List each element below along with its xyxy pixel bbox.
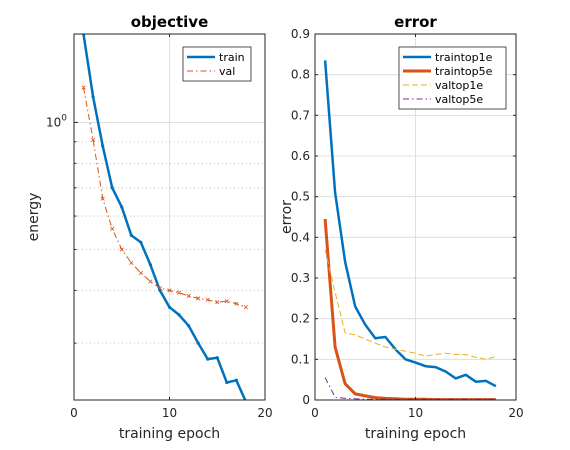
legend-label: valtop1e bbox=[435, 79, 483, 92]
data-point bbox=[206, 357, 210, 361]
data-point bbox=[167, 305, 172, 309]
series-line-valtop5e bbox=[324, 377, 496, 400]
y-tick-label: 0 bbox=[302, 393, 310, 407]
data-point bbox=[138, 270, 143, 276]
data-point bbox=[129, 260, 134, 265]
x-tick-label: 10 bbox=[408, 406, 423, 420]
series-line-valtop1e bbox=[324, 249, 497, 360]
x-tick-label: 20 bbox=[257, 406, 272, 420]
y-tick-label: 0.7 bbox=[291, 108, 310, 122]
y-tick-label: 100 bbox=[46, 113, 67, 129]
data-point bbox=[139, 240, 143, 244]
chart-title: objective bbox=[131, 13, 209, 31]
error-panel: 0 10 20 0 0.1 0.2 0.3 0.4 0.5 0.6 0.7 0.8 0.9 error tr… bbox=[279, 13, 524, 442]
data-point bbox=[177, 313, 181, 317]
data-point bbox=[110, 226, 115, 231]
y-tick-label: 0.3 bbox=[291, 271, 310, 285]
y-tick-label: 0.9 bbox=[291, 27, 310, 41]
data-point bbox=[196, 341, 200, 345]
y-tick-base: 10 bbox=[46, 115, 61, 129]
x-tick-label: 0 bbox=[70, 406, 78, 420]
data-point bbox=[81, 85, 86, 90]
y-tick-label: 0.4 bbox=[291, 230, 310, 244]
data-point bbox=[100, 196, 105, 201]
data-point bbox=[91, 95, 95, 99]
data-point bbox=[215, 356, 219, 360]
y-tick-label: 0.1 bbox=[291, 352, 310, 366]
legend-label: train bbox=[219, 51, 245, 64]
data-point bbox=[243, 305, 248, 310]
chart-title: error bbox=[394, 13, 437, 31]
data-point bbox=[148, 263, 152, 267]
series-line-train bbox=[82, 34, 247, 400]
y-axis-label: energy bbox=[26, 193, 42, 242]
x-axis-label: training epoch bbox=[365, 426, 466, 442]
legend-label: val bbox=[219, 65, 235, 78]
legend-label: traintop5e bbox=[435, 65, 493, 78]
y-tick-label: 0.8 bbox=[291, 68, 310, 82]
data-point bbox=[148, 279, 153, 284]
data-point bbox=[196, 296, 201, 301]
data-point bbox=[186, 293, 191, 299]
series-line-val bbox=[83, 87, 247, 308]
x-tick-label: 20 bbox=[508, 406, 523, 420]
data-point bbox=[110, 186, 114, 190]
data-point bbox=[205, 297, 210, 302]
legend-box bbox=[182, 46, 252, 82]
x-axis-label: training epoch bbox=[119, 426, 220, 442]
data-point bbox=[157, 286, 163, 291]
data-point bbox=[225, 380, 229, 385]
data-point bbox=[158, 288, 162, 293]
x-tick-label: 0 bbox=[311, 406, 319, 420]
data-point bbox=[215, 300, 220, 305]
y-axis-label: error bbox=[279, 200, 295, 234]
y-tick-exponent: 0 bbox=[61, 113, 67, 123]
series-line-traintop1e bbox=[323, 60, 497, 388]
data-point bbox=[91, 137, 96, 142]
y-tick-label: 0.5 bbox=[291, 190, 310, 204]
legend-label: valtop5e bbox=[435, 93, 483, 106]
data-point bbox=[234, 301, 239, 306]
data-point bbox=[167, 288, 172, 293]
data-point bbox=[234, 378, 238, 382]
data-point bbox=[176, 290, 182, 295]
y-tick-label: 0.2 bbox=[291, 312, 310, 326]
y-tick-label: 0.6 bbox=[291, 149, 310, 163]
data-point bbox=[129, 233, 133, 237]
x-tick-label: 10 bbox=[162, 406, 177, 420]
data-point bbox=[120, 205, 124, 209]
data-point bbox=[119, 247, 124, 252]
data-point bbox=[187, 324, 191, 328]
data-point bbox=[224, 299, 229, 304]
data-point bbox=[101, 144, 105, 148]
legend-label: traintop1e bbox=[435, 51, 493, 64]
